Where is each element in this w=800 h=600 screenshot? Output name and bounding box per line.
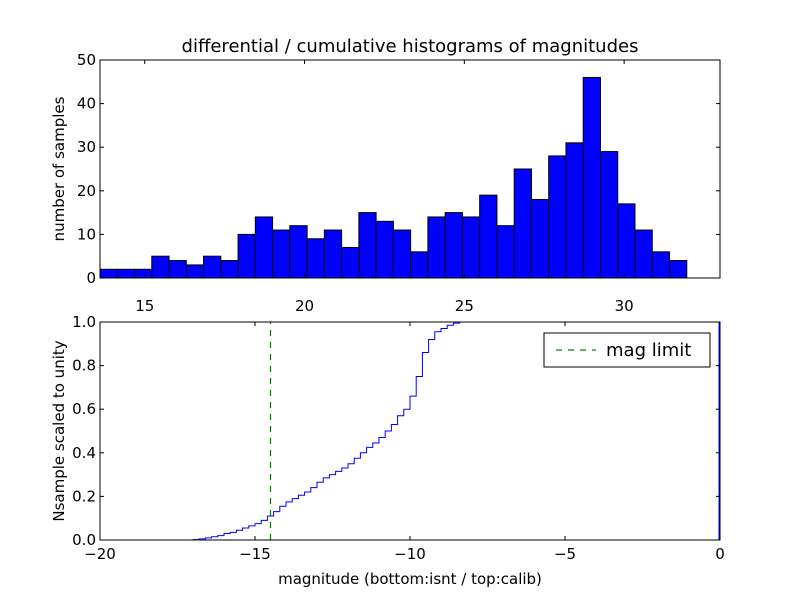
cumulative-frame bbox=[99, 321, 721, 541]
histogram-bar bbox=[651, 251, 671, 279]
histogram-axes: differential / cumulative histograms of … bbox=[50, 36, 721, 315]
histogram-bar bbox=[289, 225, 308, 279]
histogram-bar bbox=[548, 155, 567, 279]
cumulative-lines bbox=[100, 321, 720, 541]
histogram-bar bbox=[272, 229, 291, 279]
cumulative-axes: −20 −15 −10 −5 0 0.0 0.2 0.4 0.6 0.8 1.0 magnitude… bbox=[50, 313, 725, 588]
histogram-bar bbox=[306, 238, 325, 279]
x-tick-label: 15 bbox=[135, 297, 154, 315]
histogram-bar bbox=[116, 268, 136, 279]
y-tick-label: 50 bbox=[77, 51, 96, 69]
histogram-bar bbox=[582, 76, 601, 279]
y-tick-label: 0.6 bbox=[72, 400, 96, 418]
histogram-bar bbox=[134, 268, 153, 279]
y-tick-label: 40 bbox=[77, 95, 96, 113]
x-tick-label: 0 bbox=[715, 545, 725, 563]
y-tick-label: 0.0 bbox=[72, 531, 96, 549]
y-tick-label: 0 bbox=[86, 269, 96, 287]
histogram-ticks: 15 20 25 30 0 10 20 30 40 50 bbox=[77, 51, 720, 315]
y-tick-label: 30 bbox=[77, 138, 96, 156]
histogram-y-label: number of samples bbox=[50, 96, 68, 241]
histogram-bar bbox=[185, 264, 205, 279]
y-tick-label: 0.4 bbox=[72, 444, 96, 462]
histogram-bar bbox=[669, 260, 688, 279]
x-tick-label: 30 bbox=[615, 297, 634, 315]
histogram-bar bbox=[358, 212, 377, 279]
cumulative-y-label: Nsample scaled to unity bbox=[50, 340, 68, 521]
histogram-bar bbox=[151, 255, 170, 279]
cumulative-x-label: magnitude (bottom:isnt / top:calib) bbox=[278, 570, 542, 588]
y-tick-label: 10 bbox=[77, 225, 96, 243]
x-tick-label: −20 bbox=[84, 545, 116, 563]
histogram-bar bbox=[220, 260, 239, 279]
x-tick-label: −10 bbox=[394, 545, 426, 563]
histogram-bar bbox=[496, 225, 515, 279]
histogram-bar bbox=[410, 251, 429, 279]
histogram-bar bbox=[254, 216, 274, 279]
cumulative-step-line bbox=[100, 321, 720, 541]
histogram-bar bbox=[513, 168, 532, 279]
y-tick-label: 0.8 bbox=[72, 357, 96, 375]
histogram-bar bbox=[427, 216, 446, 279]
chart-title: differential / cumulative histograms of … bbox=[182, 36, 639, 57]
histogram-bar bbox=[444, 212, 463, 279]
x-tick-label: −15 bbox=[239, 545, 271, 563]
histogram-bar bbox=[392, 229, 412, 279]
histogram-bar bbox=[617, 203, 636, 279]
legend-mag-limit-label: mag limit bbox=[606, 340, 691, 361]
x-tick-label: 25 bbox=[455, 297, 474, 315]
histogram-bar bbox=[99, 268, 118, 279]
histogram-bar bbox=[203, 255, 222, 279]
histogram-bar bbox=[323, 229, 343, 279]
histogram-bar bbox=[168, 260, 187, 279]
histogram-bar bbox=[634, 229, 653, 279]
histogram-bar bbox=[599, 151, 619, 279]
histogram-bar bbox=[479, 194, 498, 279]
y-tick-label: 1.0 bbox=[72, 313, 96, 331]
histogram-bar bbox=[565, 142, 584, 279]
histogram-frame bbox=[99, 59, 721, 279]
histogram-bar bbox=[461, 216, 481, 279]
histogram-bar bbox=[341, 246, 360, 279]
histogram-bar bbox=[237, 233, 256, 279]
y-tick-label: 0.2 bbox=[72, 487, 96, 505]
x-tick-label: −5 bbox=[554, 545, 576, 563]
legend: mag limit bbox=[543, 332, 711, 368]
histogram-bars bbox=[99, 76, 688, 279]
x-tick-label: 20 bbox=[295, 297, 314, 315]
y-tick-label: 20 bbox=[77, 182, 96, 200]
histogram-bar bbox=[530, 199, 550, 279]
histogram-bar bbox=[375, 220, 394, 279]
